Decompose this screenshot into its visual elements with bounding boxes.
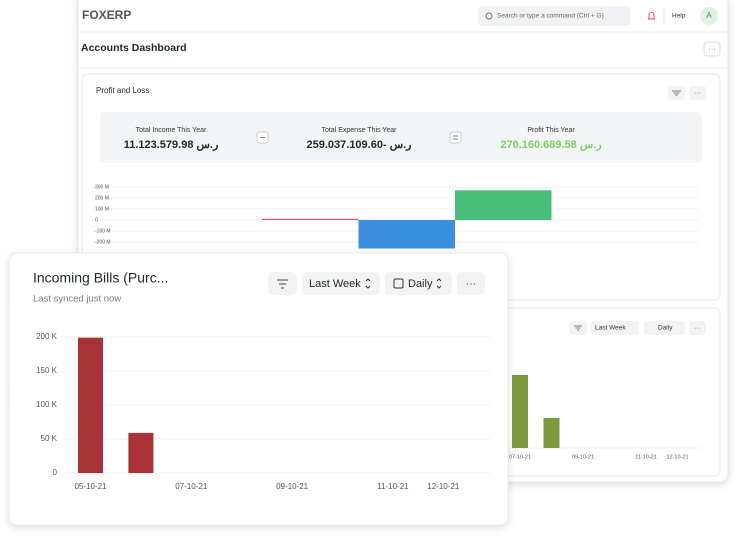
menu-dots: ··· — [466, 279, 476, 290]
filter-icon — [277, 279, 288, 289]
x-tick-label: 07-10-21 — [175, 482, 208, 491]
avatar[interactable] — [700, 7, 718, 25]
y-tick-label: 200 K — [36, 332, 58, 341]
bar — [78, 337, 103, 473]
stat-label: Total Income This Year — [136, 127, 207, 134]
x-tick-label: 09-10-21 — [572, 454, 594, 460]
x-tick-label: 12-10-21 — [427, 482, 460, 491]
avatar-letter: A — [706, 11, 712, 20]
y-tick-label: 0 — [95, 217, 98, 223]
calendar-icon — [393, 278, 404, 289]
interval-label: Daily — [408, 278, 433, 290]
stats-box — [100, 112, 702, 163]
card-menu-button[interactable] — [689, 86, 706, 100]
y-tick-label: 100 K — [36, 400, 58, 409]
y-tick-label: -100 M — [95, 228, 111, 234]
bar — [455, 190, 552, 220]
y-tick-label: -200 M — [95, 239, 111, 245]
card-menu-button[interactable] — [457, 272, 485, 295]
stat-value: 270.160.689.58 ر.س — [500, 139, 601, 151]
help-menu[interactable]: Help — [672, 13, 686, 20]
x-tick-label: 11-10-21 — [377, 482, 409, 491]
select-arrows — [365, 278, 371, 289]
interval-select[interactable] — [385, 272, 452, 295]
x-tick-label: 07-10-21 — [509, 454, 531, 460]
interval-select[interactable] — [644, 321, 685, 335]
filter-icon — [574, 325, 582, 331]
y-tick-label: 300 M — [95, 184, 109, 190]
range-label: Last Week — [595, 325, 626, 332]
bar — [543, 418, 560, 448]
range-label: Last Week — [309, 278, 361, 290]
x-tick-label: 12-10-21 — [666, 454, 688, 460]
interval-label: Daily — [658, 325, 673, 332]
filter-icon — [672, 90, 681, 96]
logo: FOXERP — [82, 8, 131, 22]
y-tick-label: 50 K — [41, 434, 58, 443]
x-tick-label: 11-10-21 — [635, 454, 657, 460]
search-box[interactable] — [478, 6, 630, 26]
y-tick-label: 200 M — [95, 195, 109, 201]
range-select[interactable] — [591, 321, 639, 335]
stat-value: 259.037.109.60- ر.س — [307, 139, 412, 151]
page-menu-button[interactable] — [703, 41, 721, 57]
y-tick-label: 0 — [53, 468, 58, 477]
card-subtitle: Last synced just now — [33, 294, 121, 305]
stat-label: Profit This Year — [527, 127, 575, 134]
bar — [262, 218, 359, 220]
select-arrows — [436, 278, 442, 289]
card-title: Profit and Loss — [96, 86, 149, 95]
menu-dots: ··· — [709, 46, 716, 53]
range-select[interactable] — [302, 272, 380, 295]
card-title: Incoming Bills (Purc... — [33, 270, 168, 286]
menu-dots: ··· — [694, 90, 701, 97]
equals-icon — [449, 131, 462, 144]
x-tick-label: 09-10-21 — [276, 482, 309, 491]
y-tick-label: 150 K — [36, 366, 58, 375]
bar — [128, 432, 154, 473]
y-tick-label: 100 M — [95, 206, 109, 212]
search-placeholder: Search or type a command (Ctrl + G) — [497, 13, 604, 20]
search-icon — [485, 12, 493, 20]
stat-label: Total Expense This Year — [322, 127, 398, 134]
stat-value: 11.123.579.98 ر.س — [124, 139, 219, 151]
bar — [358, 220, 455, 249]
card-menu-button[interactable] — [689, 321, 706, 335]
bar — [512, 375, 528, 448]
notification-icon[interactable] — [648, 12, 655, 20]
x-tick-label: 05-10-21 — [74, 482, 107, 491]
icon-line — [453, 135, 458, 140]
page-title: Accounts Dashboard — [81, 42, 187, 54]
menu-dots: ··· — [694, 325, 701, 332]
